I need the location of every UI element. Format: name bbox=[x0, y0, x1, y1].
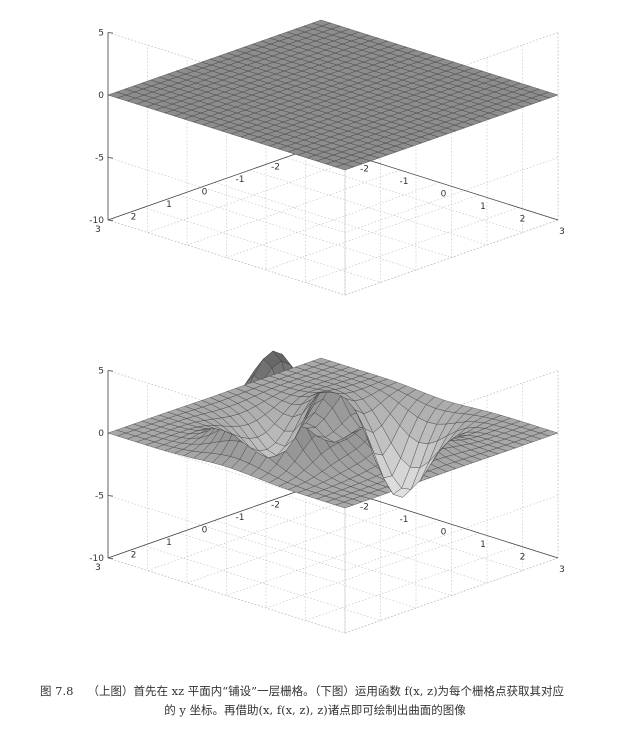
y-tick-label: 5 bbox=[98, 367, 104, 377]
y-tick-label: 0 bbox=[98, 91, 104, 101]
figure-caption: 图 7.8 （上图）首先在 xz 平面内“铺设”一层栅格。（下图）运用函数 f(x… bbox=[20, 682, 610, 720]
z-tick-label: -2 bbox=[271, 163, 280, 173]
z-tick-label: -1 bbox=[236, 513, 245, 523]
y-tick-label: -5 bbox=[95, 492, 104, 502]
y-tick-label: 0 bbox=[98, 429, 104, 439]
x-tick-label: 0 bbox=[441, 190, 447, 200]
z-tick-label: -1 bbox=[236, 175, 245, 185]
z-tick-label: 0 bbox=[202, 188, 208, 198]
surface-quad bbox=[312, 357, 331, 365]
caption-line-2: 的 y 坐标。再借助(x, f(x, z), z)诸点即可绘制出曲面的图像 bbox=[164, 703, 466, 717]
z-tick-label: -2 bbox=[271, 501, 280, 511]
x-tick-label: -1 bbox=[400, 177, 409, 187]
z-tick-label: 0 bbox=[202, 526, 208, 536]
z-tick-label: 3 bbox=[95, 563, 101, 573]
x-tick-label: 2 bbox=[520, 553, 526, 563]
caption-line-1: 图 7.8 （上图）首先在 xz 平面内“铺设”一层栅格。（下图）运用函数 f(x… bbox=[40, 684, 565, 698]
x-tick-label: -2 bbox=[360, 165, 369, 175]
figure-number: 图 7.8 bbox=[40, 684, 74, 698]
surface-0 bbox=[107, 19, 559, 171]
x-tick-label: 3 bbox=[559, 565, 565, 575]
x-tick-label: -2 bbox=[360, 503, 369, 513]
z-tick-label: 1 bbox=[166, 538, 172, 548]
y-tick-label: -10 bbox=[89, 554, 104, 564]
z-tick-label: 1 bbox=[166, 200, 172, 210]
x-tick-label: 2 bbox=[520, 215, 526, 225]
x-tick-label: 3 bbox=[559, 227, 565, 237]
z-tick-label: 3 bbox=[95, 225, 101, 235]
x-tick-label: -1 bbox=[400, 515, 409, 525]
z-tick-label: 2 bbox=[131, 213, 137, 223]
surface-1 bbox=[107, 350, 559, 509]
surface-quad bbox=[312, 19, 331, 27]
y-tick-label: 5 bbox=[98, 29, 104, 39]
x-tick-label: 1 bbox=[480, 540, 486, 550]
x-tick-label: 1 bbox=[480, 202, 486, 212]
z-tick-label: 2 bbox=[131, 551, 137, 561]
y-tick-label: -5 bbox=[95, 154, 104, 164]
y-tick-label: -10 bbox=[89, 216, 104, 226]
x-tick-label: 0 bbox=[441, 528, 447, 538]
